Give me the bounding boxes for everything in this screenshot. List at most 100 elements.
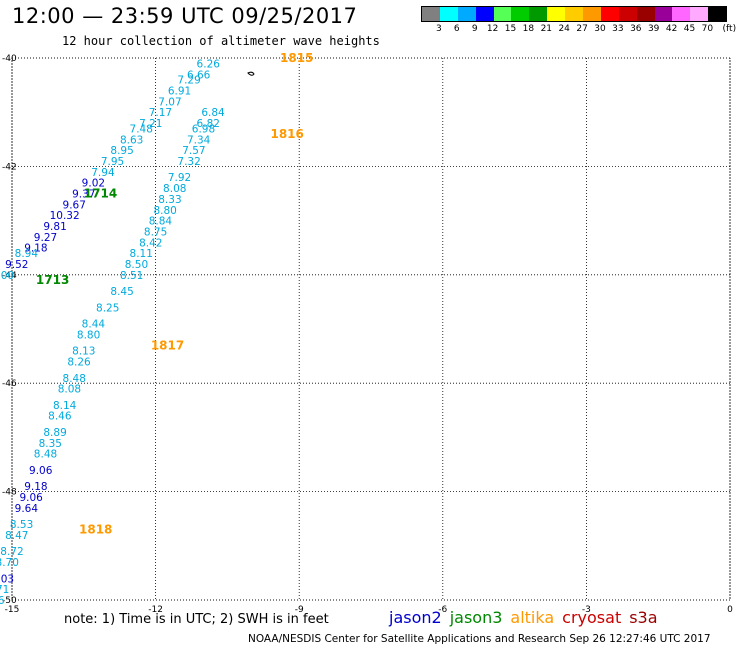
colorbar-tick: 18 (522, 24, 535, 34)
colorbar-tick: 36 (630, 24, 642, 34)
map-axes: -15 -12 -9 -6 -3 0 -40 -42 -44 -46 -48 -50 (2, 54, 733, 615)
wave-height-value: 8.25 (96, 302, 119, 314)
colorbar-tick: 27 (576, 24, 588, 34)
wave-height-value: 8.45 (110, 286, 133, 298)
wave-height-value: 9.03 (0, 573, 14, 585)
wave-height-value: 7.94 (91, 167, 115, 179)
wave-height-value: 7.32 (177, 156, 200, 168)
wave-height-points: 8.258.458.518.508.118.428.758.848.808.33… (0, 58, 225, 607)
colorbar-tick: 24 (558, 24, 570, 34)
map-note: note: 1) Time is in UTC; 2) SWH is in fe… (64, 612, 329, 627)
wave-height-value: 8.08 (58, 384, 81, 396)
wave-height-value: 8.53 (10, 519, 33, 531)
wave-height-value: 6.26 (197, 58, 221, 70)
legend-item-altika: altika (510, 608, 555, 627)
wave-height-value: 9.37 (72, 189, 95, 201)
wave-height-value: 8.13 (72, 346, 95, 358)
wave-height-value: 8.08 (163, 183, 186, 195)
colorbar-swatch (565, 7, 584, 21)
wave-height-value: 9.81 (43, 221, 66, 233)
colorbar-swatch (439, 7, 458, 21)
wave-height-value: 8.80 (153, 205, 176, 217)
x-tick-label: -9 (295, 605, 304, 615)
y-tick-label: -46 (2, 379, 17, 389)
pass-number-label: 1818 (79, 523, 112, 537)
colorbar-tick: 12 (486, 24, 499, 34)
wave-height-value: 6.98 (192, 123, 215, 135)
y-tick-label: -48 (2, 488, 17, 498)
legend-item-jason2: jason2 (389, 608, 442, 627)
wave-height-value: 9.67 (63, 199, 86, 211)
wave-height-colorbar: 3 6 9 12 15 18 21 24 27 30 33 36 39 42 45 70 (ft) (421, 6, 736, 36)
wave-height-value: 6.91 (168, 86, 191, 98)
x-tick-label: -6 (438, 605, 447, 615)
wave-height-value: 8.11 (130, 248, 153, 260)
wave-height-value: 8.46 (48, 411, 72, 423)
colorbar-tick: 39 (647, 24, 660, 34)
colorbar-swatch (672, 7, 691, 21)
map-credit: NOAA/NESDIS Center for Satellite Applica… (248, 633, 711, 645)
colorbar-swatch (493, 7, 512, 21)
wave-height-value: 9.02 (82, 178, 105, 190)
map-grid (11, 57, 731, 601)
colorbar-swatch (690, 7, 709, 21)
wave-height-value: 8.75 (144, 226, 167, 238)
colorbar-tick: 33 (612, 24, 624, 34)
pass-labels: 1815 1816 1817 1818 1714 1713 (36, 51, 314, 537)
wave-height-value: 9.18 (24, 243, 47, 255)
wave-height-value: 6.84 (201, 107, 225, 119)
colorbar-swatch (583, 7, 601, 21)
pass-number-label: 1815 (280, 51, 313, 65)
wave-height-value: 7.57 (182, 145, 205, 157)
y-tick-label: -44 (2, 271, 17, 281)
wave-height-value: 7.29 (177, 75, 200, 87)
wave-height-value: 7.07 (158, 96, 181, 108)
map-title: 12:00 — 23:59 UTC 09/25/2017 (12, 4, 358, 28)
wave-height-value: 7.21 (139, 118, 162, 130)
wave-height-value: 7.17 (149, 107, 172, 119)
x-tick-label: -12 (148, 605, 163, 615)
wave-height-value: 8.50 (125, 259, 148, 271)
y-tick-label: -40 (2, 54, 17, 64)
colorbar-swatches (421, 6, 728, 22)
wave-height-value: 8.26 (0, 595, 5, 607)
x-tick-label: -3 (582, 605, 591, 615)
wave-height-value: 10.32 (50, 210, 80, 222)
wave-height-value: 9.18 (24, 481, 47, 493)
colorbar-swatch (547, 7, 566, 21)
map-subtitle: 12 hour collection of altimeter wave hei… (62, 34, 380, 48)
wave-height-value: 8.71 (0, 584, 9, 596)
wave-height-value: 8.14 (53, 400, 77, 412)
colorbar-tick-labels: 3 6 9 12 15 18 21 24 27 30 33 36 39 42 45 70 (ft) (421, 22, 736, 36)
colorbar-tick: 3 (436, 24, 442, 34)
wave-height-value: 9.00 (0, 270, 14, 282)
wave-height-value: 8.26 (67, 357, 91, 369)
wave-height-value: 7.92 (168, 172, 191, 184)
pass-number-label: 1714 (84, 187, 117, 201)
wave-height-value: 8.94 (15, 248, 39, 260)
colorbar-swatch (654, 7, 673, 21)
colorbar-unit: (ft) (722, 24, 737, 34)
wave-height-value: 8.84 (149, 216, 173, 228)
wave-height-value: 7.48 (130, 123, 153, 135)
wave-height-value: 8.33 (158, 194, 181, 206)
wave-height-value: 8.48 (63, 373, 86, 385)
wave-height-value: 8.72 (0, 546, 23, 558)
legend-item-cryosat: cryosat (562, 608, 622, 627)
colorbar-tick: 70 (701, 24, 714, 34)
colorbar-swatch (618, 7, 637, 21)
colorbar-swatch (708, 7, 727, 21)
pass-number-label: 1817 (151, 338, 184, 352)
pass-number-label: 1816 (270, 127, 303, 141)
colorbar-swatch (475, 7, 494, 21)
pass-number-label: 1713 (36, 273, 69, 287)
wave-height-value: 8.47 (5, 530, 28, 542)
wave-height-value: 6.66 (187, 69, 211, 81)
wave-height-value: 9.06 (29, 465, 53, 477)
wave-height-value: 7.95 (101, 156, 124, 168)
colorbar-tick: 30 (594, 24, 606, 34)
wave-height-value: 9.64 (15, 503, 39, 515)
colorbar-tick: 42 (665, 24, 678, 34)
wave-height-value: 8.63 (120, 134, 143, 146)
